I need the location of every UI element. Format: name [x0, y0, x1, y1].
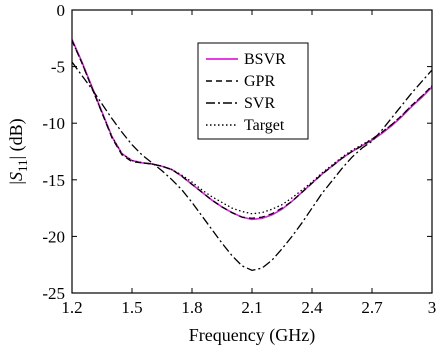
y-tick-label: -20: [42, 227, 65, 246]
series-line-target: [71, 40, 433, 215]
y-axis-title-sub: 11: [15, 159, 30, 172]
y-tick-label: 0: [57, 1, 66, 20]
y-tick-labels: 0 -5 -10 -15 -20 -25: [42, 1, 65, 303]
legend-label-target: Target: [244, 117, 285, 134]
x-tick-label: 3: [428, 298, 437, 317]
x-tick-label: 1.5: [121, 298, 142, 317]
y-axis-title-main: S: [6, 172, 26, 181]
x-axis-title: Frequency (GHz): [189, 325, 315, 346]
legend-label-bsvr: BSVR: [244, 51, 286, 68]
x-tick-labels: 1.2 1.5 1.8 2.1 2.4 2.7 3: [61, 298, 436, 317]
series-line-gpr: [71, 40, 433, 219]
y-axis-title: |S11| (dB): [6, 118, 30, 184]
y-tick-label: -25: [42, 284, 65, 303]
x-tick-label: 2.4: [301, 298, 323, 317]
legend-label-svr: SVR: [244, 95, 275, 112]
x-tick-label: 1.2: [61, 298, 82, 317]
legend-label-gpr: GPR: [244, 73, 275, 90]
x-tick-label: 2.7: [361, 298, 383, 317]
axis-ticks: [71, 9, 433, 294]
y-tick-label: -15: [42, 171, 65, 190]
y-tick-label: -10: [42, 114, 65, 133]
series-line-svr: [71, 61, 433, 272]
y-tick-label: -5: [51, 58, 65, 77]
series-lines: [71, 39, 433, 272]
x-tick-label: 2.1: [241, 298, 262, 317]
y-axis-title-left: |: [6, 181, 26, 185]
y-axis-title-right: | (dB): [6, 118, 27, 159]
legend: BSVR GPR SVR Target: [197, 42, 309, 140]
x-tick-label: 1.8: [181, 298, 202, 317]
